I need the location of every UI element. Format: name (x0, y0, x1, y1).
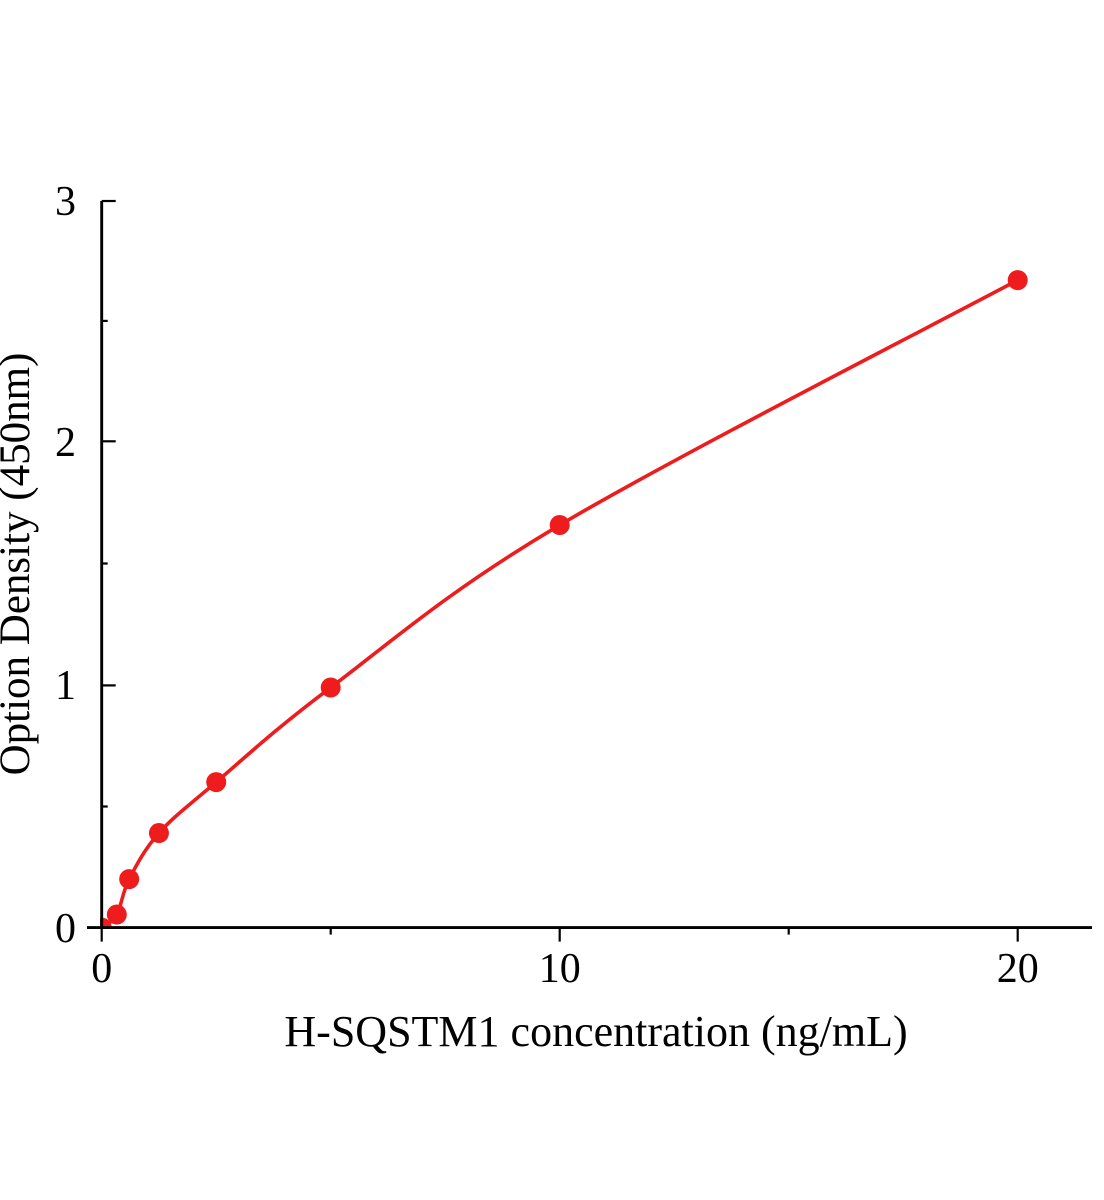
svg-text:0: 0 (55, 906, 76, 952)
svg-text:1: 1 (55, 663, 76, 709)
svg-text:3: 3 (55, 179, 76, 225)
svg-text:H-SQSTM1 concentration (ng/mL): H-SQSTM1 concentration (ng/mL) (284, 1007, 907, 1056)
svg-text:10: 10 (539, 946, 581, 992)
svg-text:0: 0 (91, 946, 112, 992)
svg-text:20: 20 (997, 946, 1039, 992)
svg-text:2: 2 (55, 420, 76, 466)
svg-text:Option Density (450nm): Option Density (450nm) (0, 353, 39, 776)
